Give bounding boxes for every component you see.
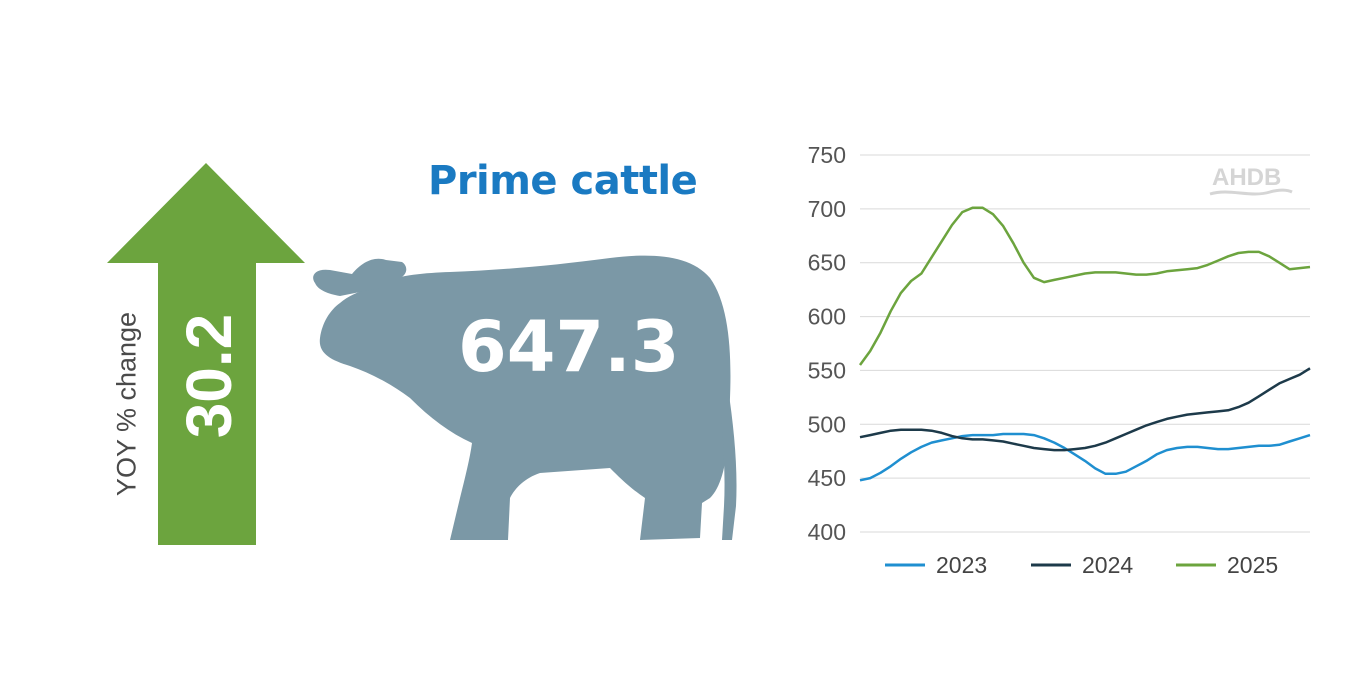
page-title: Prime cattle [428,158,698,204]
legend-label-2024: 2024 [1082,552,1133,578]
series-line-2024 [859,367,1311,452]
legend-label-2025: 2025 [1227,552,1278,578]
legend-label-2023: 2023 [936,552,987,578]
y-tick-label: 600 [808,304,846,330]
series-line-2025 [858,206,1311,366]
logo-text: AHDB [1212,164,1281,191]
yoy-arrow [107,163,305,545]
series-line-2023 [859,432,1311,482]
cow-silhouette [310,248,740,548]
price-value: 647.3 [458,306,680,388]
y-axis-ticks: 400 450 500 550 600 650 700 750 [808,142,846,545]
y-tick-label: 750 [808,142,846,168]
price-chart: 400 450 500 550 600 650 700 750 AHDB 2023 2024 20… [780,130,1340,590]
y-tick-label: 550 [808,357,846,383]
y-tick-label: 500 [808,411,846,437]
cow-icon [313,255,737,540]
legend: 2023 2024 2025 [885,552,1278,578]
y-tick-label: 650 [808,250,846,276]
y-tick-label: 400 [808,519,846,545]
ahdb-logo: AHDB [1209,164,1293,196]
logo-swoosh-icon [1209,188,1293,196]
grid-lines [860,154,1310,533]
y-tick-label: 450 [808,465,846,491]
series-lines [858,206,1311,482]
y-tick-label: 700 [808,196,846,222]
up-arrow-icon [107,163,305,545]
